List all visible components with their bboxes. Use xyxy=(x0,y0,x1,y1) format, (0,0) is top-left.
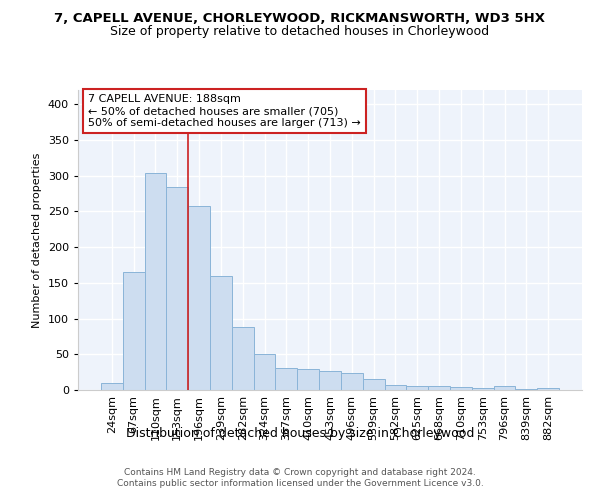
Bar xyxy=(515,388,537,390)
Bar xyxy=(385,385,406,390)
Bar xyxy=(210,276,232,390)
Text: Distribution of detached houses by size in Chorleywood: Distribution of detached houses by size … xyxy=(126,428,474,440)
Bar xyxy=(363,378,385,390)
Bar xyxy=(450,387,472,390)
Bar xyxy=(537,388,559,390)
Text: Size of property relative to detached houses in Chorleywood: Size of property relative to detached ho… xyxy=(110,25,490,38)
Bar xyxy=(428,386,450,390)
Bar xyxy=(232,327,254,390)
Bar xyxy=(123,272,145,390)
Y-axis label: Number of detached properties: Number of detached properties xyxy=(32,152,42,328)
Bar xyxy=(188,206,210,390)
Bar xyxy=(494,386,515,390)
Bar xyxy=(341,373,363,390)
Bar xyxy=(472,388,494,390)
Bar xyxy=(101,383,123,390)
Text: 7, CAPELL AVENUE, CHORLEYWOOD, RICKMANSWORTH, WD3 5HX: 7, CAPELL AVENUE, CHORLEYWOOD, RICKMANSW… xyxy=(55,12,545,26)
Bar xyxy=(319,372,341,390)
Bar xyxy=(275,368,297,390)
Bar xyxy=(406,386,428,390)
Bar xyxy=(166,187,188,390)
Bar xyxy=(145,173,166,390)
Text: 7 CAPELL AVENUE: 188sqm
← 50% of detached houses are smaller (705)
50% of semi-d: 7 CAPELL AVENUE: 188sqm ← 50% of detache… xyxy=(88,94,361,128)
Text: Contains HM Land Registry data © Crown copyright and database right 2024.
Contai: Contains HM Land Registry data © Crown c… xyxy=(116,468,484,487)
Bar xyxy=(254,354,275,390)
Bar xyxy=(297,368,319,390)
